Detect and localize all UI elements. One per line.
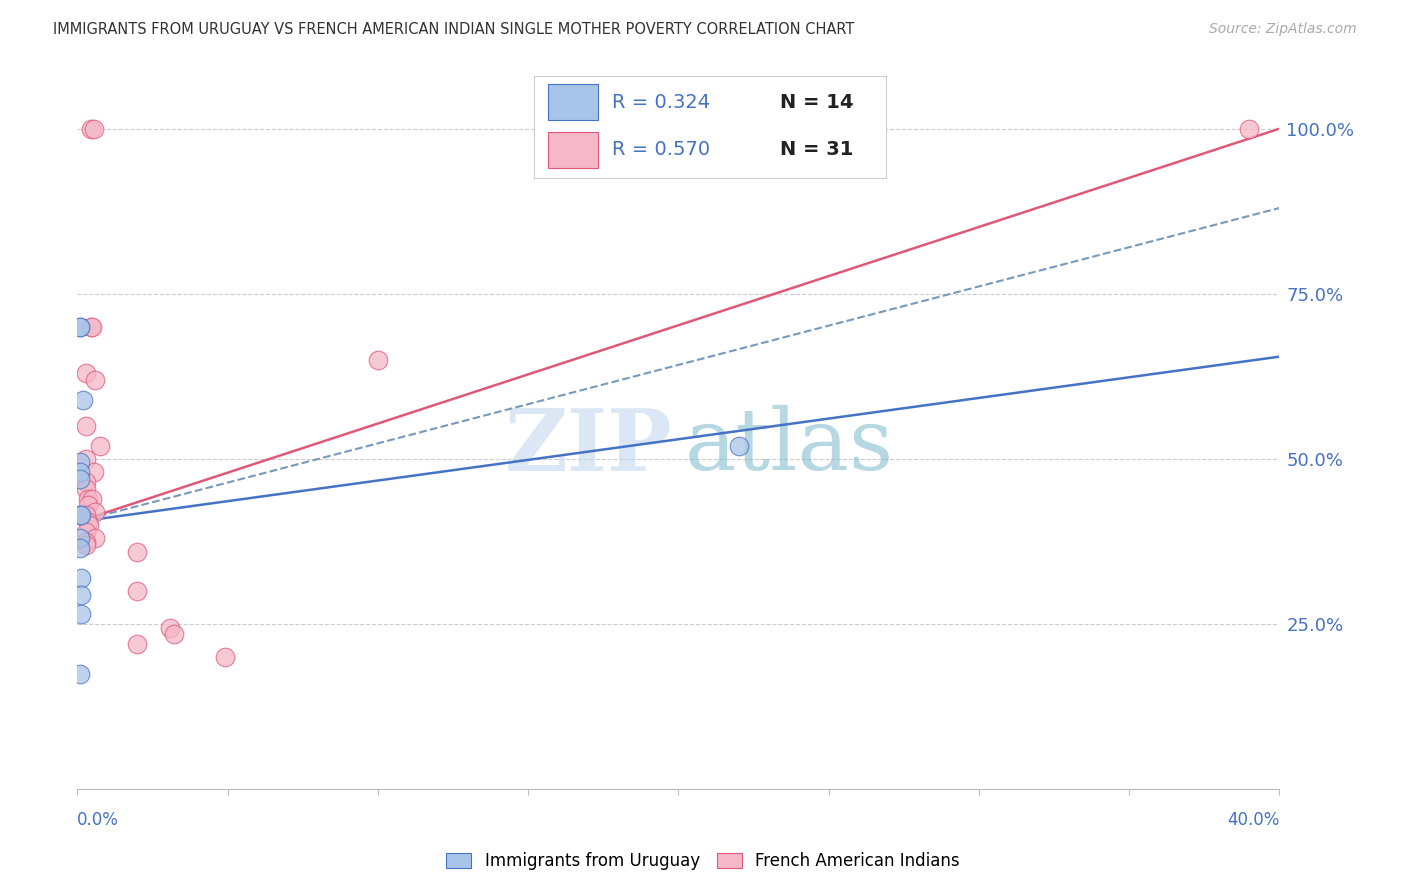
Point (127, 637, 149, 651)
Legend: Immigrants from Uruguay, French American Indians: Immigrants from Uruguay, French American… (440, 846, 966, 877)
Point (76, 498, 98, 512)
Text: R = 0.324: R = 0.324 (612, 93, 710, 112)
Point (127, 584, 149, 599)
Point (367, 353, 389, 368)
Point (82, 319, 104, 334)
Point (72, 392, 94, 407)
Text: 0.0%: 0.0% (77, 811, 120, 829)
Point (69, 465, 91, 479)
Point (159, 621, 181, 635)
Point (80, 121, 103, 136)
Point (162, 627, 184, 641)
Point (89, 439, 111, 453)
Point (83, 465, 105, 479)
Point (75, 534, 97, 549)
Point (75, 366, 97, 380)
Text: 40.0%: 40.0% (1227, 811, 1279, 829)
Point (75, 452, 97, 467)
Point (127, 544, 149, 558)
Point (1239, 121, 1261, 136)
Point (70, 587, 93, 601)
FancyBboxPatch shape (548, 84, 598, 120)
Point (75, 419, 97, 434)
Point (75, 538, 97, 552)
Point (83, 121, 105, 136)
Point (69, 319, 91, 334)
Point (70, 508, 93, 523)
Point (82, 491, 104, 506)
Point (69, 319, 91, 334)
Text: IMMIGRANTS FROM URUGUAY VS FRENCH AMERICAN INDIAN SINGLE MOTHER POVERTY CORRELAT: IMMIGRANTS FROM URUGUAY VS FRENCH AMERIC… (53, 22, 855, 37)
Text: Source: ZipAtlas.com: Source: ZipAtlas.com (1209, 22, 1357, 37)
Point (69, 666, 91, 681)
Text: atlas: atlas (685, 405, 894, 489)
Point (76, 491, 98, 506)
Point (80, 319, 103, 334)
Text: ZIP: ZIP (505, 405, 672, 489)
Point (70, 571, 93, 585)
FancyBboxPatch shape (548, 132, 598, 168)
Point (84, 532, 107, 546)
Point (69, 532, 91, 546)
Point (69, 541, 91, 556)
Point (79, 518, 101, 533)
Text: N = 31: N = 31 (780, 140, 853, 159)
Point (75, 482, 97, 496)
Text: N = 14: N = 14 (780, 93, 853, 112)
Point (69, 472, 91, 486)
Point (76, 515, 98, 529)
Point (75, 524, 97, 539)
Point (75, 475, 97, 490)
Point (69, 455, 91, 469)
Text: R = 0.570: R = 0.570 (612, 140, 710, 159)
Point (69, 508, 91, 523)
Point (214, 650, 236, 665)
Point (84, 373, 107, 387)
Point (727, 439, 749, 453)
Point (75, 508, 97, 523)
Point (70, 607, 93, 622)
Point (84, 505, 107, 519)
